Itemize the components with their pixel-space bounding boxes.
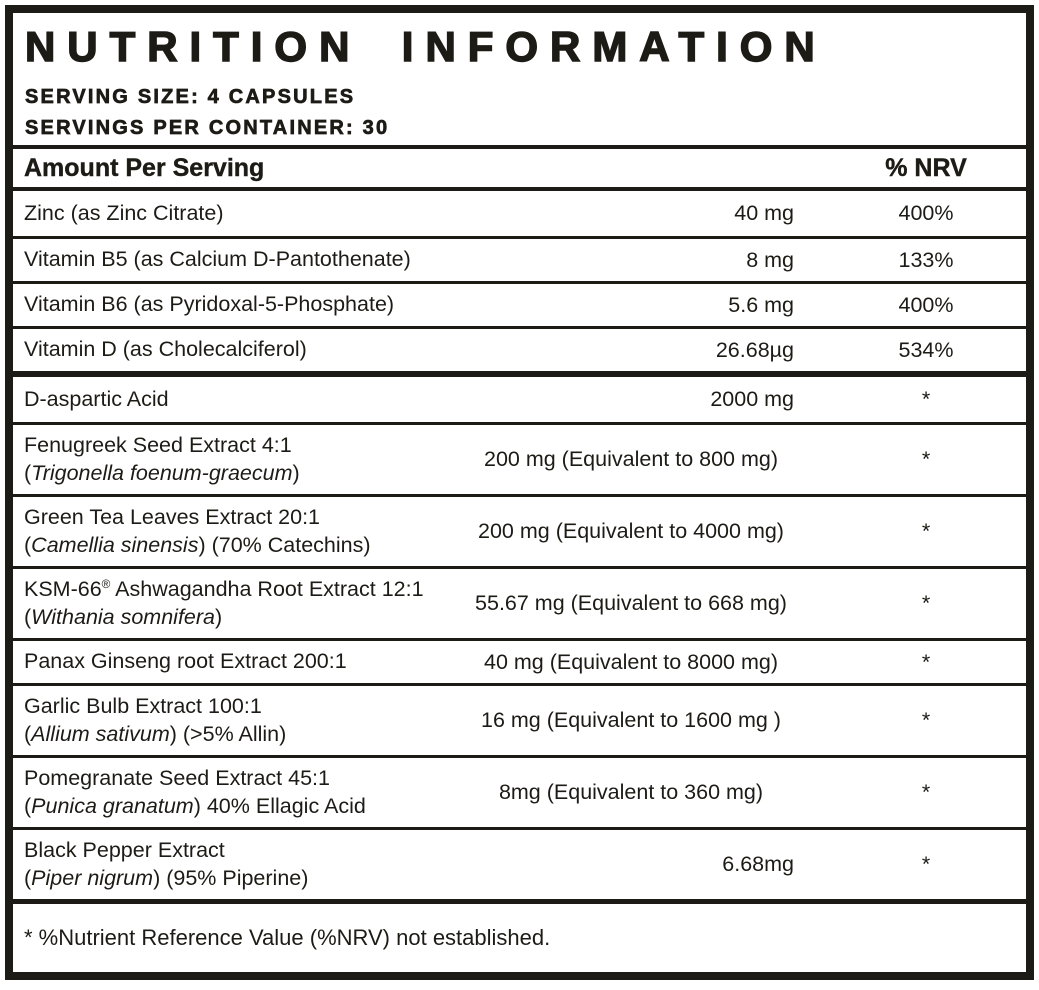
- nutrition-label: NUTRITION INFORMATION SERVING SIZE: 4 CA…: [5, 5, 1034, 980]
- ingredient-nrv: 400%: [898, 201, 954, 225]
- page-title: NUTRITION INFORMATION: [24, 22, 827, 71]
- ingredient-amount: 200 mg (Equivalent to 4000 mg): [478, 519, 784, 543]
- ingredient-latin-name: (Withania somnifera): [24, 604, 223, 629]
- ingredient-name-line: Vitamin B6 (as Pyridoxal-5-Phosphate): [24, 292, 395, 317]
- ingredient-latin-name: (Allium sativum) (>5% Allin): [24, 721, 287, 746]
- ingredient-latin-name: (Punica granatum) 40% Ellagic Acid: [24, 793, 366, 818]
- ingredient-name-line: Zinc (as Zinc Citrate): [24, 200, 224, 225]
- ingredient-name-line: Black Pepper Extract: [24, 838, 225, 863]
- ingredient-nrv: *: [921, 780, 931, 804]
- ingredient-name: Vitamin D (as Cholecalciferol): [13, 336, 436, 363]
- ingredient-name-line: KSM-66® Ashwagandha Root Extract 12:1: [24, 577, 424, 602]
- ingredient-latin-name: (Trigonella foenum-graecum): [24, 460, 300, 485]
- table-row: Vitamin D (as Cholecalciferol) 26.68µg 534…: [13, 326, 1026, 371]
- ingredient-name-line: Vitamin D (as Cholecalciferol): [24, 337, 307, 362]
- ingredient-amount: 16 mg (Equivalent to 1600 mg ): [481, 708, 781, 732]
- ingredient-amount: 8 mg: [746, 247, 794, 272]
- table-row: Black Pepper Extract (Piper nigrum) (95% …: [13, 827, 1026, 899]
- table-row: Green Tea Leaves Extract 20:1 (Camellia s…: [13, 494, 1026, 566]
- ingredient-name: D-aspartic Acid: [13, 386, 436, 413]
- table-section: Zinc (as Zinc Citrate) 40 mg 400% Vitamin B…: [13, 191, 1026, 371]
- table-row: Vitamin B5 (as Calcium D-Pantothenate) 8 …: [13, 236, 1026, 281]
- ingredient-nrv: *: [921, 447, 931, 471]
- ingredient-name-line: Fenugreek Seed Extract 4:1: [24, 433, 292, 458]
- ingredient-nrv: 133%: [898, 247, 954, 272]
- ingredient-nrv: 400%: [898, 292, 954, 317]
- ingredient-name: Zinc (as Zinc Citrate): [13, 200, 436, 227]
- ingredient-amount: 26.68µg: [715, 337, 794, 362]
- ingredient-amount: 55.67 mg (Equivalent to 668 mg): [475, 591, 787, 615]
- ingredient-name-line: Green Tea Leaves Extract 20:1: [24, 505, 321, 530]
- ingredient-name: KSM-66® Ashwagandha Root Extract 12:1 (Wi…: [13, 576, 436, 631]
- ingredient-nrv: *: [921, 649, 931, 674]
- ingredient-latin-name: (Piper nigrum) (95% Piperine): [24, 865, 309, 890]
- table-row: KSM-66® Ashwagandha Root Extract 12:1 (Wi…: [13, 566, 1026, 638]
- ingredient-name: Green Tea Leaves Extract 20:1 (Camellia s…: [13, 504, 436, 559]
- ingredient-amount: 40 mg: [734, 201, 794, 225]
- ingredient-amount: 5.6 mg: [728, 292, 794, 317]
- table-row: Vitamin B6 (as Pyridoxal-5-Phosphate) 5.6…: [13, 281, 1026, 326]
- table-row: Zinc (as Zinc Citrate) 40 mg 400%: [13, 191, 1026, 236]
- ingredient-amount: 6.68mg: [722, 852, 794, 876]
- ingredient-name: Vitamin B6 (as Pyridoxal-5-Phosphate): [13, 291, 436, 318]
- column-header-nrv: % NRV: [885, 153, 967, 182]
- table-row: Pomegranate Seed Extract 45:1 (Punica gra…: [13, 755, 1026, 827]
- ingredient-name: Fenugreek Seed Extract 4:1 (Trigonella fo…: [13, 432, 436, 487]
- table-row: D-aspartic Acid 2000 mg *: [13, 377, 1026, 422]
- column-header-amount-per-serving: Amount Per Serving: [24, 153, 265, 182]
- ingredient-amount: 200 mg (Equivalent to 800 mg): [484, 447, 778, 471]
- ingredient-nrv: *: [921, 519, 931, 543]
- ingredient-nrv: *: [921, 852, 931, 876]
- ingredient-name-line: Vitamin B5 (as Calcium D-Pantothenate): [24, 247, 411, 272]
- ingredient-name-line: Panax Ginseng root Extract 200:1: [24, 649, 347, 674]
- table-row: Garlic Bulb Extract 100:1 (Allium sativum…: [13, 683, 1026, 755]
- table-row: Panax Ginseng root Extract 200:1 40 mg (E…: [13, 638, 1026, 683]
- ingredient-name-line: Garlic Bulb Extract 100:1: [24, 694, 262, 719]
- ingredient-name-line: D-aspartic Acid: [24, 386, 169, 411]
- ingredient-nrv: 534%: [898, 337, 954, 362]
- ingredient-nrv: *: [921, 708, 931, 732]
- ingredient-name: Garlic Bulb Extract 100:1 (Allium sativum…: [13, 693, 436, 748]
- ingredient-name: Vitamin B5 (as Calcium D-Pantothenate): [13, 246, 436, 273]
- registered-trademark-symbol: ®: [101, 577, 111, 592]
- ingredient-amount: 8mg (Equivalent to 360 mg): [498, 780, 764, 804]
- servings-per-container: SERVINGS PER CONTAINER: 30: [25, 117, 390, 140]
- ingredient-name: Pomegranate Seed Extract 45:1 (Punica gra…: [13, 765, 436, 820]
- table-section: D-aspartic Acid 2000 mg * Fenugreek Seed Ex…: [13, 371, 1026, 899]
- ingredient-name-line: Pomegranate Seed Extract 45:1: [24, 766, 330, 791]
- ingredient-name: Panax Ginseng root Extract 200:1: [13, 648, 436, 675]
- ingredient-nrv: *: [921, 591, 931, 615]
- ingredient-latin-name: (Camellia sinensis) (70% Catechins): [24, 532, 371, 557]
- table-body: Zinc (as Zinc Citrate) 40 mg 400% Vitamin B…: [13, 191, 1026, 899]
- table-row: Fenugreek Seed Extract 4:1 (Trigonella fo…: [13, 422, 1026, 494]
- serving-size: SERVING SIZE: 4 CAPSULES: [25, 86, 356, 109]
- footnote: * %Nutrient Reference Value (%NRV) not e…: [13, 899, 1026, 972]
- label-masthead: NUTRITION INFORMATION SERVING SIZE: 4 CA…: [13, 13, 1026, 145]
- table-header-row: Amount Per Serving % NRV: [13, 145, 1026, 191]
- ingredient-amount: 40 mg (Equivalent to 8000 mg): [484, 649, 778, 674]
- ingredient-nrv: *: [921, 387, 931, 411]
- ingredient-name: Black Pepper Extract (Piper nigrum) (95% …: [13, 837, 436, 892]
- ingredient-amount: 2000 mg: [710, 387, 794, 411]
